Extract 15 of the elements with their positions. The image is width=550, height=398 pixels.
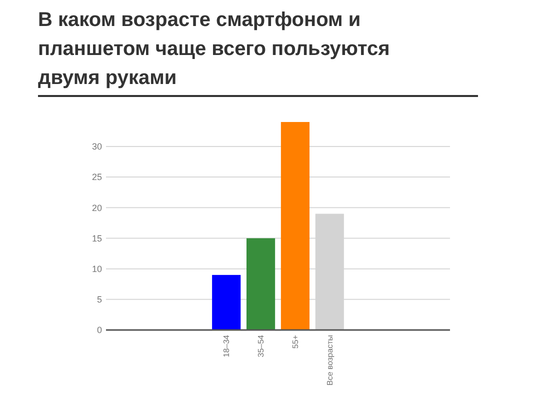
y-tick-label: 10 [92,264,102,274]
y-tick-label: 0 [96,325,102,336]
y-tick-label: 15 [92,233,102,244]
x-tick-label: 35–54 [256,334,266,358]
y-tick-label: 20 [92,202,102,213]
x-tick-label: 55+ [291,334,300,349]
bar [280,122,310,330]
x-tick-label: 18–34 [222,334,232,358]
x-tick-label: Все возрасты [325,334,334,386]
bar [246,238,276,330]
y-tick-label: 5 [96,294,102,305]
y-tick-label: 25 [92,172,102,182]
chart-title: В каком возрасте смартфоном и планшетом чаще всего пользуются двумя руками [38,9,390,89]
bar [212,274,241,330]
y-tick-label: 30 [92,142,102,152]
